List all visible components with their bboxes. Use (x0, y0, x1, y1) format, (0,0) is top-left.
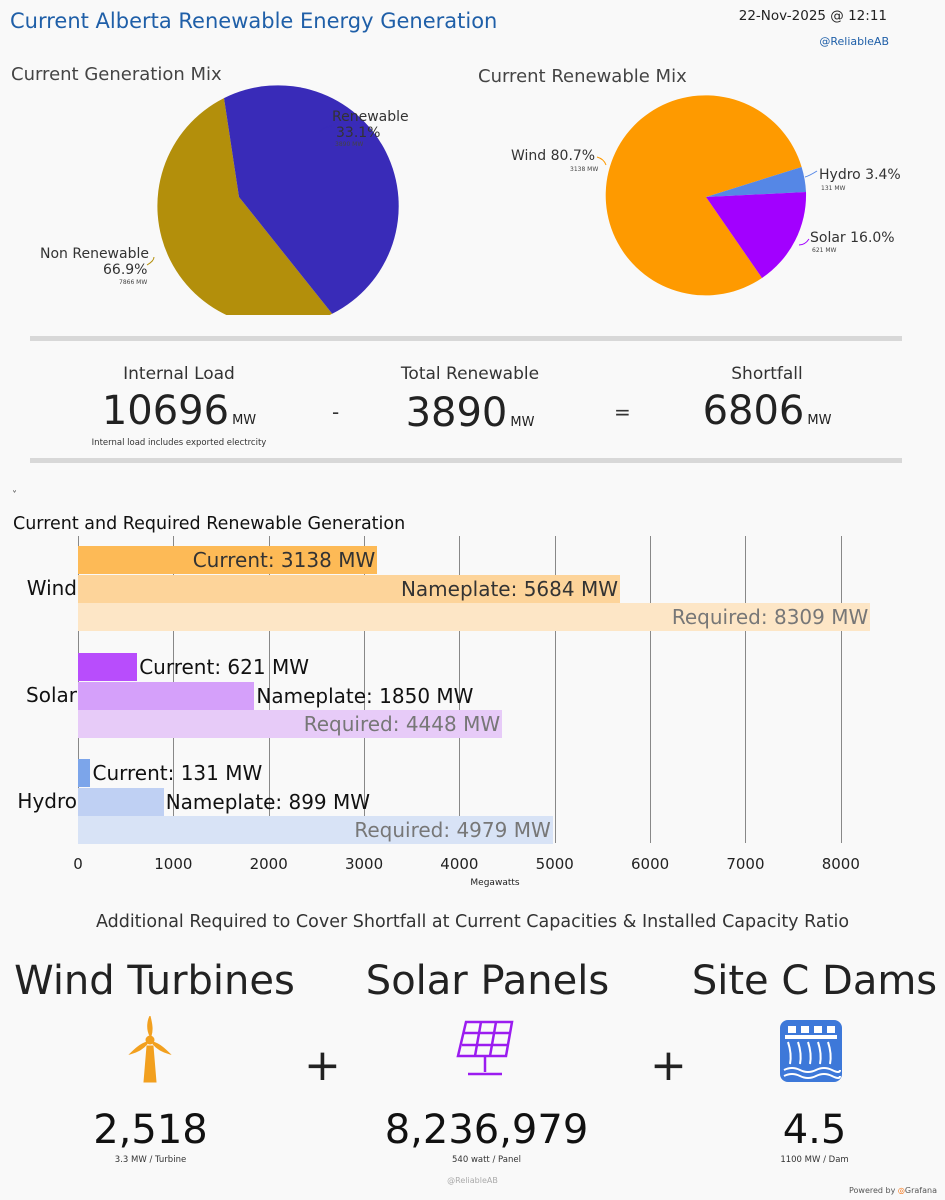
x-tick-label: 3000 (344, 855, 384, 873)
gridline (745, 536, 747, 843)
non-renewable-mw: 7866 MW (119, 279, 148, 286)
equals-sign: = (614, 400, 631, 424)
minus-sign: - (332, 400, 340, 424)
grafana-logo-icon: ◎ (897, 1186, 905, 1195)
internal-load-note: Internal load includes exported electrci… (91, 438, 267, 448)
divider-top (30, 336, 902, 341)
bar-value-label: Nameplate: 899 MW (165, 789, 371, 814)
generation-mix-pie (146, 85, 399, 315)
shortfall-title: Shortfall (731, 364, 803, 384)
y-category-label: Wind (26, 576, 77, 600)
wind-label: Wind 80.7% (511, 148, 596, 164)
hydro-label: Hydro 3.4% (819, 167, 901, 183)
solar-panel-icon (456, 1020, 514, 1076)
bar-value-label: Current: 621 MW (139, 655, 309, 679)
plus-sign-1: + (304, 1040, 341, 1091)
renewable-leader-line (319, 125, 333, 133)
total-renewable-title: Total Renewable (400, 364, 540, 384)
bar-wind-current[interactable] (78, 546, 378, 574)
non-renewable-leader-line (146, 256, 155, 266)
bar-hydro-nameplate[interactable] (78, 787, 164, 816)
x-tick-label: 2000 (249, 855, 288, 873)
powered-by[interactable]: Powered by ◎Grafana (849, 1186, 937, 1195)
x-tick-label: 4000 (440, 855, 479, 873)
shortfall-value: 6806 MW (702, 388, 832, 434)
bar-value-label: Current: 131 MW (92, 761, 263, 785)
divider-bottom (30, 458, 902, 463)
collapse-chevron-icon[interactable]: ˅ (12, 490, 17, 501)
gridline (650, 536, 652, 843)
site-c-dams-rate: 1100 MW / Dam (780, 1155, 849, 1165)
generation-mix-title: Current Generation Mix (11, 64, 222, 85)
wind-turbines-count: 2,518 (93, 1107, 208, 1153)
wind-turbines-rate: 3.3 MW / Turbine (114, 1155, 187, 1165)
bar-solar-current[interactable] (78, 653, 138, 681)
bar-value-label: Nameplate: 5684 MW (400, 576, 618, 601)
internal-load-title: Internal Load (123, 364, 235, 384)
dam-icon (780, 1020, 842, 1082)
gridline (268, 536, 270, 843)
bar-wind-nameplate[interactable] (78, 574, 620, 603)
solar-leader-line (798, 238, 810, 246)
handle-link[interactable]: @ReliableAB (819, 35, 889, 48)
pie-slice-hydro (706, 167, 806, 197)
x-tick-label: 0 (73, 855, 83, 873)
renewable-pct: 33.1% (336, 125, 381, 141)
bar-value-label: Required: 4979 MW (354, 818, 551, 842)
x-tick-label: 5000 (535, 855, 574, 873)
x-tick-label: 7000 (726, 855, 765, 873)
hydro-leader-line (804, 170, 818, 178)
solar-panels-title: Solar Panels (365, 958, 610, 1004)
bar-value-label: Required: 4448 MW (303, 712, 501, 736)
additional-title: Additional Required to Cover Shortfall a… (95, 912, 850, 932)
chart-title: Current and Required Renewable Generatio… (13, 514, 406, 534)
total-renewable-value: 3890 MW (405, 390, 535, 436)
wind-turbines-title: Wind Turbines (14, 958, 295, 1004)
solar-mw: 621 MW (812, 247, 837, 254)
bar-value-label: Nameplate: 1850 MW (256, 683, 474, 708)
y-category-label: Hydro (17, 789, 77, 813)
bar-solar-nameplate[interactable] (78, 681, 255, 710)
hydro-mw: 131 MW (821, 185, 846, 192)
non-renewable-pct: 66.9% (103, 262, 148, 278)
bar-value-label: Required: 8309 MW (671, 605, 869, 629)
pie-slice-renewable (224, 85, 399, 314)
renewable-mw: 3890 MW (335, 141, 364, 148)
wind-leader-line (596, 156, 607, 166)
gridline (554, 536, 556, 843)
wind-mw: 3138 MW (570, 166, 599, 173)
dashboard-title: Current Alberta Renewable Energy Generat… (10, 9, 498, 33)
plus-sign-2: + (650, 1040, 687, 1091)
bar-hydro-required[interactable] (78, 816, 553, 844)
y-category-label: Solar (26, 683, 77, 707)
solar-label: Solar 16.0% (810, 230, 895, 246)
bar-value-label: Current: 3138 MW (192, 548, 376, 572)
gridline (459, 536, 461, 843)
x-axis-label: Megawatts (470, 878, 520, 888)
pie-slice-solar (706, 192, 807, 278)
site-c-dams-count: 4.5 (782, 1107, 847, 1153)
gridline (364, 536, 366, 843)
non-renewable-label: Non Renewable (40, 246, 149, 262)
internal-load-value: 10696 MW (101, 388, 257, 434)
gridline (840, 536, 842, 843)
pie-slice-wind (605, 95, 802, 296)
bar-wind-required[interactable] (78, 603, 871, 631)
datetime: 22-Nov-2025 @ 12:11 (738, 8, 887, 24)
site-c-dams-title: Site C Dams (691, 958, 938, 1004)
solar-panels-count: 8,236,979 (384, 1107, 589, 1153)
renewable-mix-title: Current Renewable Mix (478, 66, 687, 87)
bar-hydro-current[interactable] (78, 759, 91, 787)
x-tick-label: 6000 (631, 855, 670, 873)
x-tick-label: 8000 (821, 855, 860, 873)
pie-slice-non-renewable (157, 98, 333, 315)
bar-solar-required[interactable] (78, 710, 503, 738)
renewable-mix-pie (596, 95, 818, 296)
x-tick-label: 1000 (154, 855, 193, 873)
solar-panels-rate: 540 watt / Panel (452, 1155, 521, 1165)
footer-handle: @ReliableAB (447, 1176, 498, 1185)
bar-chart: 0 1000 2000 3000 4000 5000 6000 7000 8000 Wind Cur… (17, 536, 871, 873)
wind-turbine-icon (128, 1016, 172, 1083)
renewable-label: Renewable (332, 109, 409, 125)
